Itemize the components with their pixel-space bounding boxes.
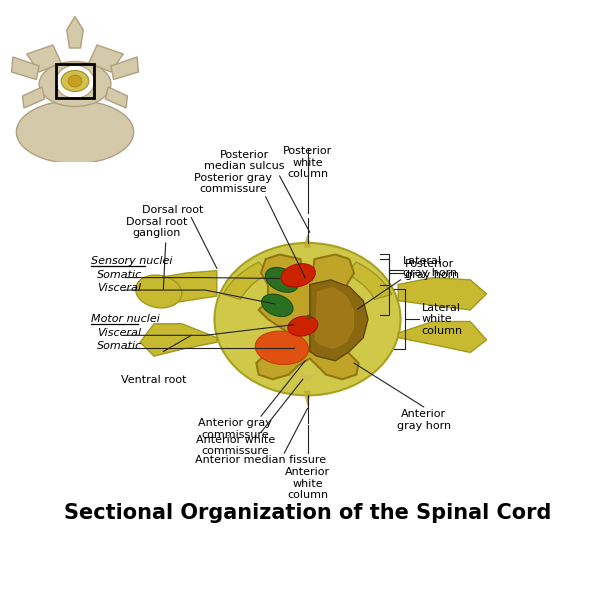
- Ellipse shape: [136, 275, 182, 308]
- Ellipse shape: [215, 243, 401, 395]
- Polygon shape: [310, 280, 368, 361]
- Polygon shape: [314, 287, 354, 349]
- Text: Anterior
gray horn: Anterior gray horn: [397, 409, 451, 431]
- Polygon shape: [67, 16, 83, 48]
- Polygon shape: [27, 45, 61, 72]
- Text: Dorsal root
ganglion: Dorsal root ganglion: [125, 217, 187, 238]
- Text: Anterior gray
commissure: Anterior gray commissure: [199, 419, 272, 440]
- Polygon shape: [304, 233, 311, 248]
- Polygon shape: [223, 262, 269, 299]
- Text: Sensory nuclei: Sensory nuclei: [91, 256, 173, 266]
- Polygon shape: [346, 262, 392, 299]
- Polygon shape: [140, 324, 217, 356]
- Text: Posterior gray
commissure: Posterior gray commissure: [194, 173, 272, 194]
- Ellipse shape: [68, 75, 82, 87]
- Polygon shape: [398, 322, 487, 352]
- Text: Somatic: Somatic: [97, 270, 142, 280]
- Polygon shape: [140, 271, 217, 305]
- Polygon shape: [398, 278, 487, 310]
- Polygon shape: [11, 57, 39, 79]
- Text: Posterior
median sulcus: Posterior median sulcus: [205, 150, 285, 172]
- Text: Posterior
gray horn: Posterior gray horn: [405, 259, 459, 280]
- Text: Visceral: Visceral: [97, 328, 141, 338]
- Ellipse shape: [281, 263, 315, 287]
- Polygon shape: [111, 57, 139, 79]
- Ellipse shape: [262, 294, 293, 317]
- Text: Dorsal root: Dorsal root: [142, 205, 203, 215]
- Polygon shape: [89, 45, 124, 72]
- Polygon shape: [256, 254, 359, 379]
- Text: Motor nuclei: Motor nuclei: [91, 314, 160, 324]
- Ellipse shape: [265, 268, 298, 292]
- Text: Posterior
white
column: Posterior white column: [283, 146, 332, 179]
- Ellipse shape: [61, 70, 89, 91]
- Text: Anterior white
commissure: Anterior white commissure: [196, 434, 275, 456]
- Text: Sectional Organization of the Spinal Cord: Sectional Organization of the Spinal Cor…: [64, 503, 551, 523]
- Text: Lateral
gray horn: Lateral gray horn: [403, 256, 457, 278]
- Text: Lateral
white
column: Lateral white column: [421, 302, 463, 336]
- Polygon shape: [304, 391, 311, 407]
- Ellipse shape: [255, 331, 308, 365]
- Polygon shape: [23, 87, 44, 108]
- Text: Visceral: Visceral: [97, 283, 141, 293]
- Ellipse shape: [39, 61, 111, 107]
- Ellipse shape: [307, 314, 311, 319]
- Ellipse shape: [16, 100, 134, 163]
- Text: Somatic: Somatic: [97, 341, 142, 350]
- Text: Anterior median fissure: Anterior median fissure: [196, 455, 326, 466]
- Text: Ventral root: Ventral root: [121, 374, 187, 385]
- Ellipse shape: [56, 65, 94, 98]
- Polygon shape: [299, 374, 316, 382]
- Polygon shape: [106, 87, 127, 108]
- Text: Anterior
white
column: Anterior white column: [285, 467, 330, 500]
- Ellipse shape: [288, 316, 318, 336]
